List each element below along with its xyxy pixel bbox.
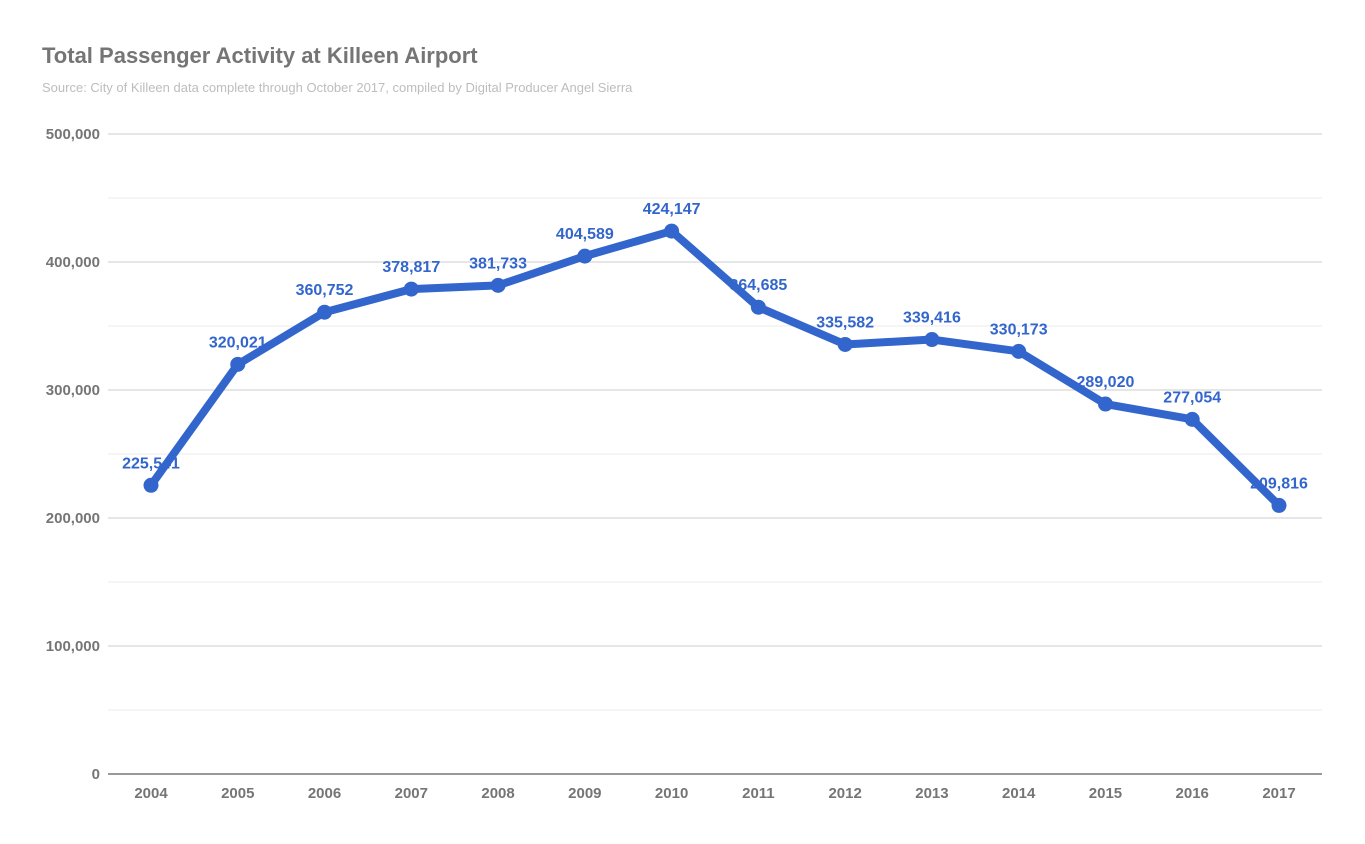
y-tick-label: 400,000 — [46, 254, 100, 271]
data-point — [1011, 343, 1027, 359]
data-label: 364,685 — [729, 277, 787, 294]
data-point — [230, 356, 246, 372]
data-point — [143, 477, 159, 493]
x-tick-label: 2017 — [1262, 785, 1295, 802]
y-tick-label: 0 — [92, 766, 100, 783]
x-tick-label: 2004 — [134, 785, 168, 802]
data-point — [664, 223, 680, 239]
data-point — [1097, 396, 1113, 412]
y-tick-label: 200,000 — [46, 510, 100, 527]
y-tick-label: 500,000 — [46, 126, 100, 143]
data-point — [750, 299, 766, 315]
data-label: 225,541 — [122, 455, 180, 472]
data-point — [577, 248, 593, 264]
data-label: 320,021 — [209, 334, 267, 351]
data-label: 289,020 — [1077, 374, 1135, 391]
data-label: 424,147 — [643, 201, 701, 218]
x-tick-label: 2012 — [828, 785, 861, 802]
x-tick-label: 2005 — [221, 785, 254, 802]
x-tick-label: 2006 — [308, 785, 341, 802]
x-tick-label: 2009 — [568, 785, 601, 802]
y-tick-label: 100,000 — [46, 638, 100, 655]
data-label: 335,582 — [816, 314, 874, 331]
data-label: 277,054 — [1163, 389, 1221, 406]
x-tick-label: 2010 — [655, 785, 688, 802]
data-label: 209,816 — [1250, 475, 1308, 492]
x-tick-label: 2011 — [742, 785, 775, 802]
data-point — [1184, 411, 1200, 427]
chart-subtitle: Source: City of Killeen data complete th… — [42, 80, 633, 95]
data-label: 378,817 — [382, 259, 440, 276]
x-tick-label: 2016 — [1176, 785, 1209, 802]
data-label: 330,173 — [990, 321, 1048, 338]
data-point — [317, 304, 333, 320]
series-line — [147, 227, 1282, 509]
data-label: 404,589 — [556, 226, 614, 243]
data-point — [1271, 497, 1287, 513]
data-label: 360,752 — [296, 282, 354, 299]
chart-title: Total Passenger Activity at Killeen Airp… — [42, 43, 478, 68]
x-tick-label: 2013 — [915, 785, 948, 802]
data-point — [403, 281, 419, 297]
x-tick-label: 2007 — [395, 785, 428, 802]
data-label: 339,416 — [903, 310, 961, 327]
data-point — [490, 277, 506, 293]
data-point — [837, 336, 853, 352]
data-label: 381,733 — [469, 255, 527, 272]
x-tick-label: 2008 — [481, 785, 514, 802]
data-point — [924, 332, 940, 348]
x-tick-label: 2015 — [1089, 785, 1122, 802]
x-tick-label: 2014 — [1002, 785, 1036, 802]
y-tick-label: 300,000 — [46, 382, 100, 399]
